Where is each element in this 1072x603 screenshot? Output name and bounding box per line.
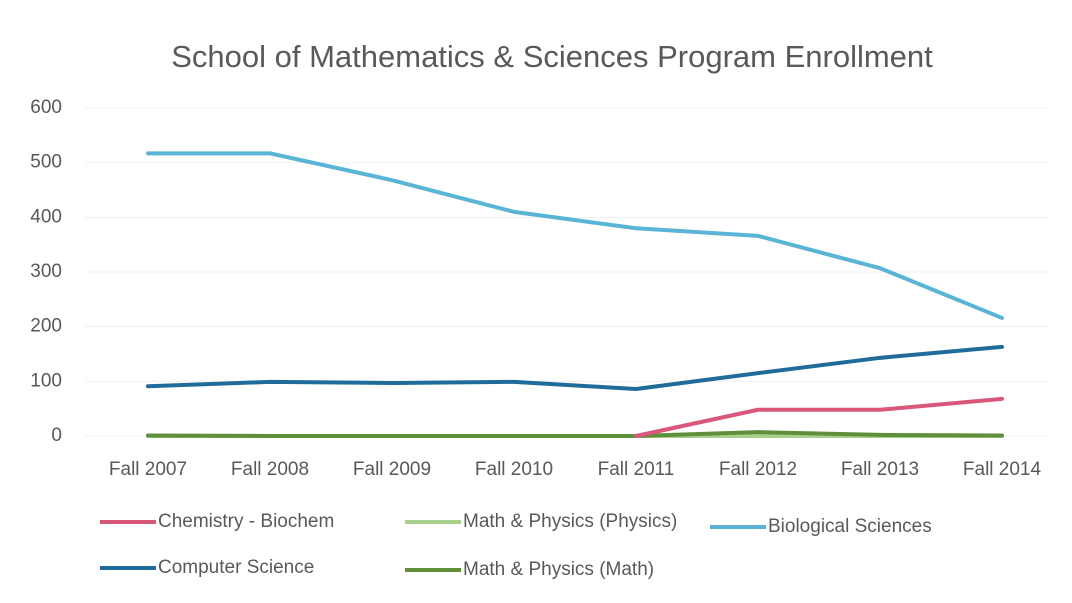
x-tick-label: Fall 2008	[231, 459, 309, 480]
legend-label: Computer Science	[158, 557, 314, 578]
x-tick-label: Fall 2009	[353, 459, 431, 480]
series-line	[146, 151, 1004, 320]
y-tick-label: 500	[30, 152, 62, 173]
series-line	[146, 344, 1004, 391]
x-tick-label: Fall 2010	[475, 459, 553, 480]
chart-title: School of Mathematics & Sciences Program…	[171, 39, 933, 74]
y-tick-label: 600	[30, 97, 62, 118]
series-line	[634, 396, 1004, 438]
y-tick-label: 300	[30, 261, 62, 282]
legend-label: Chemistry - Biochem	[158, 511, 334, 532]
y-tick-label: 0	[51, 425, 62, 446]
x-tick-label: Fall 2014	[963, 459, 1042, 480]
legend-label: Math & Physics (Math)	[463, 559, 654, 580]
x-tick-label: Fall 2007	[109, 459, 187, 480]
y-tick-label: 400	[30, 206, 62, 227]
x-tick-label: Fall 2012	[719, 459, 797, 480]
series-line	[146, 430, 1004, 438]
y-tick-label: 200	[30, 316, 62, 337]
y-tick-label: 100	[30, 370, 62, 391]
legend-label: Biological Sciences	[768, 516, 932, 537]
legend-label: Math & Physics (Physics)	[463, 511, 677, 532]
x-tick-label: Fall 2011	[598, 459, 675, 480]
x-tick-label: Fall 2013	[841, 459, 919, 480]
